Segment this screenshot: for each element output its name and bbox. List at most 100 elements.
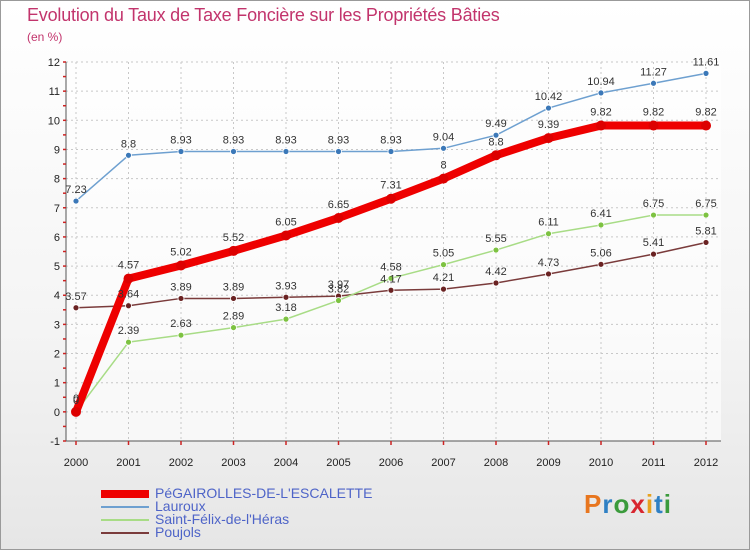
- series-0-point: [438, 173, 449, 184]
- unit-label: (en %): [27, 30, 63, 44]
- y-tick-label: -1: [50, 436, 60, 448]
- series-3-label: 5.06: [590, 247, 611, 259]
- y-tick-label: 3: [54, 319, 60, 331]
- y-tick-label: 0: [54, 407, 60, 419]
- series-2-label: 0: [73, 395, 79, 407]
- series-3-point: [597, 260, 605, 268]
- series-0-label: 5.52: [223, 232, 244, 244]
- series-1-label: 9.04: [433, 131, 454, 143]
- series-2-label: 2.89: [223, 311, 244, 323]
- legend-item-0[interactable]: PéGAIROLLES-DE-L'ESCALETTE: [101, 485, 373, 501]
- series-2-point: [177, 331, 185, 339]
- series-0-point: [281, 230, 291, 241]
- series-3-point: [387, 286, 395, 294]
- x-tick-label: 2005: [326, 457, 350, 469]
- series-1-point: [597, 89, 605, 97]
- series-3-point: [230, 295, 237, 302]
- x-tick-label: 2010: [589, 457, 613, 469]
- series-3-label: 3.57: [65, 291, 86, 303]
- legend-item-1[interactable]: Lauroux: [101, 498, 372, 514]
- series-2-point: [230, 324, 237, 331]
- series-0-point: [543, 133, 554, 144]
- series-2-label: 3.82: [328, 283, 349, 295]
- logo-letter: i: [645, 489, 655, 519]
- logo-letter: x: [630, 489, 646, 519]
- series-0-point: [596, 120, 606, 131]
- series-2-label: 6.11: [538, 217, 559, 229]
- plot-area: [66, 62, 721, 441]
- series-1-point: [282, 148, 290, 155]
- legend-label-1: Lauroux: [155, 498, 206, 514]
- series-3-point: [702, 239, 710, 246]
- series-1-label: 8.93: [275, 135, 296, 147]
- legend-swatch-2: [101, 519, 149, 521]
- legend-item-2[interactable]: Saint-Félix-de-l'Héras: [101, 512, 372, 526]
- series-0-label: 6.65: [328, 199, 349, 211]
- series-0-label: 4.57: [118, 260, 139, 272]
- logo-letter: r: [602, 489, 614, 519]
- series-0-label: 9.82: [695, 107, 716, 119]
- series-1-label: 10.42: [535, 91, 563, 103]
- legend: PéGAIROLLES-DE-L'ESCALETTE Lauroux Saint…: [101, 485, 373, 539]
- series-3-point: [440, 285, 447, 293]
- series-1-point: [492, 131, 500, 139]
- series-3-label: 5.81: [695, 225, 716, 237]
- series-2-point: [597, 221, 605, 229]
- series-2-point: [702, 211, 710, 219]
- series-2-label: 6.75: [695, 198, 716, 210]
- series-1-label: 9.49: [485, 118, 506, 130]
- series-0-point: [491, 150, 501, 161]
- series-2-point: [282, 315, 290, 323]
- x-tick-label: 2003: [221, 457, 245, 469]
- series-0-point: [701, 120, 711, 131]
- y-tick-label: 7: [54, 203, 60, 215]
- series-1-point: [230, 148, 237, 155]
- x-tick-label: 2012: [694, 457, 718, 469]
- series-0-point: [333, 212, 344, 223]
- series-0-label: 9.82: [643, 107, 664, 119]
- series-1-point: [72, 197, 80, 205]
- series-1-point: [440, 144, 447, 152]
- x-tick-label: 2007: [431, 457, 455, 469]
- series-1-label: 8.8: [121, 138, 136, 150]
- series-3-label: 4.73: [538, 257, 559, 269]
- legend-item-3[interactable]: Poujols: [101, 525, 372, 539]
- series-2-label: 6.41: [590, 208, 611, 220]
- legend-label-0: PéGAIROLLES-DE-L'ESCALETTE: [155, 485, 373, 501]
- series-2-label: 3.18: [275, 302, 296, 314]
- y-tick-label: 9: [54, 144, 60, 156]
- series-1-label: 8.93: [328, 135, 349, 147]
- y-tick-label: 12: [48, 57, 60, 69]
- logo-letter: P: [584, 489, 603, 519]
- y-tick-label: 5: [54, 261, 60, 273]
- y-tick-label: 6: [54, 232, 60, 244]
- x-tick-label: 2006: [379, 457, 403, 469]
- data-labels: 0 4.57 5.02 5.52 6.05 6.65 7.31 8 8.8 9.39 9.82 9.8…: [65, 56, 719, 406]
- x-tick-label: 2004: [274, 457, 298, 469]
- series-1-point: [335, 148, 342, 155]
- series-0-point: [228, 245, 239, 256]
- series-0-label: 9.82: [590, 107, 611, 119]
- y-tick-label: 10: [48, 115, 60, 127]
- x-tick-label: 2001: [116, 457, 140, 469]
- series-0-point: [71, 406, 81, 417]
- series-1-label: 7.23: [65, 184, 86, 196]
- series-2-point: [492, 246, 500, 254]
- series-2-point: [650, 211, 657, 219]
- chart-title: Evolution du Taux de Taxe Foncière sur l…: [27, 5, 500, 25]
- legend-swatch-0: [101, 490, 149, 498]
- series-3-label: 3.97: [328, 279, 349, 291]
- series-3-label: 3.89: [223, 281, 244, 293]
- proxiti-logo[interactable]: Proxiti: [584, 489, 672, 520]
- series-2-label: 2.63: [170, 318, 191, 330]
- series-0-label: 7.31: [380, 180, 401, 192]
- series-3-point: [282, 293, 290, 301]
- series-3-label: 3.93: [275, 280, 296, 292]
- x-tick-label: 2008: [484, 457, 508, 469]
- series-1-point: [702, 69, 710, 77]
- series-1-label: 8.93: [380, 135, 401, 147]
- series-2-point: [545, 230, 552, 238]
- series-0-label: 5.02: [170, 246, 191, 258]
